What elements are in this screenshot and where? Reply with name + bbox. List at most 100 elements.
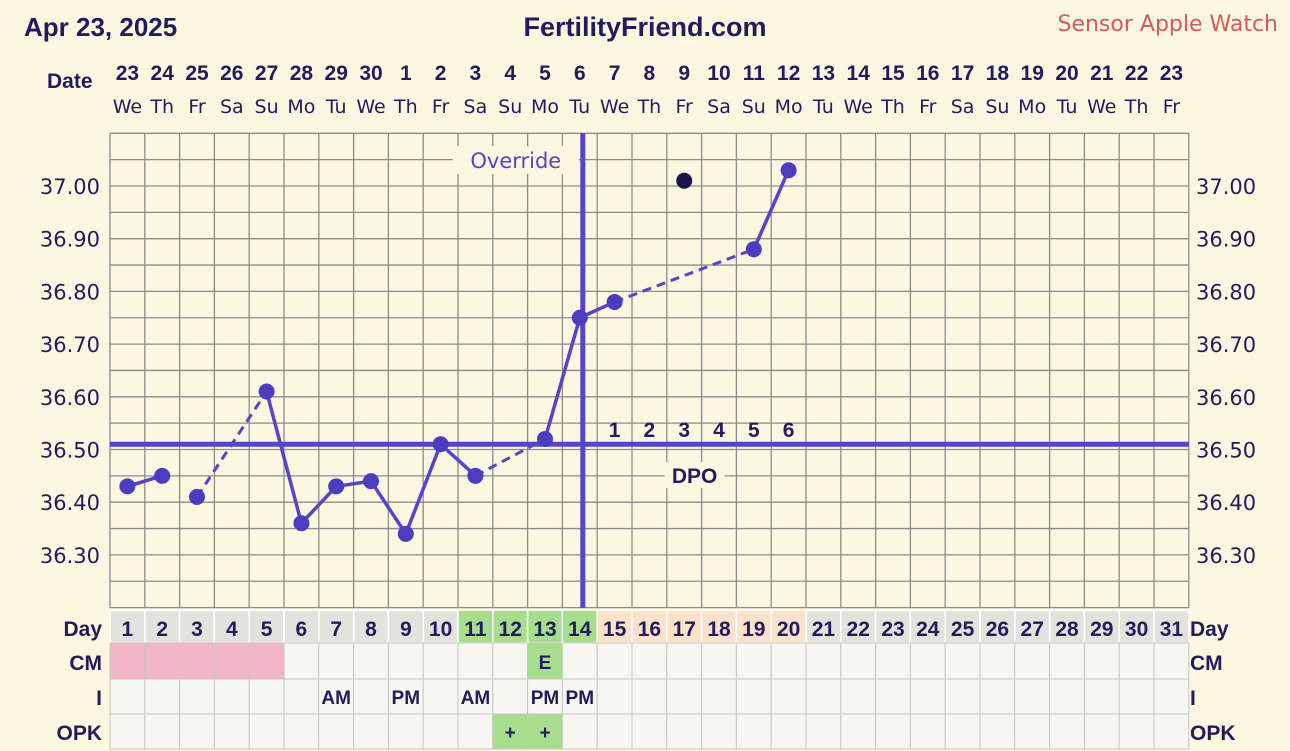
site-title[interactable]: FertilityFriend.com [523,12,767,42]
opk-cell [979,713,1016,750]
cycle-day-number: 21 [812,618,836,641]
override-bg [452,146,579,174]
sensor-label: Sensor Apple Watch [1057,12,1278,37]
dpo-number: 2 [644,419,656,442]
day-cell [1153,609,1190,644]
cm-cell [1014,642,1051,680]
opk-cell [770,713,807,750]
intercourse-mark: AM [321,688,351,709]
date-number: 8 [644,62,656,85]
cycle-day-number: 31 [1160,618,1184,641]
opk-row-label-right: OPK [1190,722,1236,745]
weekday-label: Mo [775,96,803,118]
cm-cell [979,642,1016,680]
intercourse-cell [840,678,877,715]
temp-point [537,430,553,447]
intercourse-cell [422,678,459,715]
date-number: 9 [678,62,690,85]
y-tick-right: 36.90 [1196,228,1256,252]
cycle-day-number: 16 [638,618,661,641]
cycle-day-number: 30 [1125,618,1148,641]
cm-cell [909,642,946,680]
date-number: 27 [255,62,278,85]
y-tick-right: 36.50 [1196,439,1256,463]
opk-cell [631,713,668,750]
cm-cell [318,642,355,680]
cm-row-label-right: CM [1190,652,1223,675]
opk-cell [735,713,772,750]
date-number: 6 [574,62,586,85]
cm-cell [666,642,703,680]
y-tick-right: 36.80 [1196,280,1256,304]
intercourse-cell [1083,678,1120,715]
day-cell [1118,609,1155,644]
intercourse-mark: PM [392,688,421,709]
opk-cell [701,713,737,750]
date-number: 10 [707,62,730,85]
opk-cell [387,713,424,750]
cm-cell [109,642,146,680]
date-number: 17 [951,62,974,85]
weekday-label: We [600,96,629,118]
opk-cell [248,713,285,750]
dpo-number: 1 [609,419,621,442]
intercourse-cell [701,678,737,715]
y-tick-left: 36.60 [40,386,100,410]
intercourse-row-label-right: I [1190,687,1196,710]
day-cell [944,609,981,644]
temp-point [189,488,205,505]
cm-cell [596,642,633,680]
temp-point [467,467,484,484]
weekday-label: Su [742,96,766,118]
cm-cell [179,642,215,680]
opk-mark: + [539,723,550,744]
weekday-label: We [844,96,873,118]
intercourse-cell [1118,678,1155,715]
day-cell [457,609,494,644]
temp-point [606,293,623,310]
cm-cell [735,642,772,680]
opk-cell [353,713,389,750]
cycle-day-number: 10 [429,618,452,641]
opk-cell [1014,713,1051,750]
intercourse-cell [944,678,981,715]
date-number: 2 [435,62,447,85]
opk-cell [875,713,911,750]
opk-cell [492,713,529,750]
temp-line-dashed [614,247,755,304]
day-cell [526,609,564,644]
intercourse-cell [979,678,1016,715]
date-number: 30 [359,62,382,85]
weekday-label: Th [149,96,174,118]
intercourse-cell [596,678,633,715]
cycle-day-number: 11 [464,618,487,641]
date-number: 12 [777,62,800,85]
discarded-temp-point [676,172,693,189]
date-number: 26 [220,62,243,85]
cycle-day-number: 17 [673,618,696,641]
y-tick-left: 36.90 [40,228,100,252]
intercourse-cell [735,678,772,715]
cm-cell [1049,642,1085,680]
override-label: Override [470,149,561,173]
cycle-day-number: 2 [156,618,168,641]
cm-cell [492,642,529,680]
cm-cell [944,642,981,680]
intercourse-cell [1014,678,1051,715]
date-number: 4 [504,62,516,85]
intercourse-mark: PM [531,688,560,709]
intercourse-cell [283,678,320,715]
weekday-label: We [356,96,385,118]
date-number: 15 [881,62,905,85]
date-number: 11 [743,62,766,85]
opk-cell [1049,713,1085,750]
cycle-day-number: 7 [330,618,342,641]
day-cell [979,609,1016,644]
date-number: 24 [151,62,175,85]
intercourse-cell [1153,678,1190,715]
intercourse-cell [144,678,181,715]
date-number: 23 [1160,62,1183,85]
intercourse-mark: AM [461,688,491,709]
cycle-day-number: 13 [533,618,556,641]
